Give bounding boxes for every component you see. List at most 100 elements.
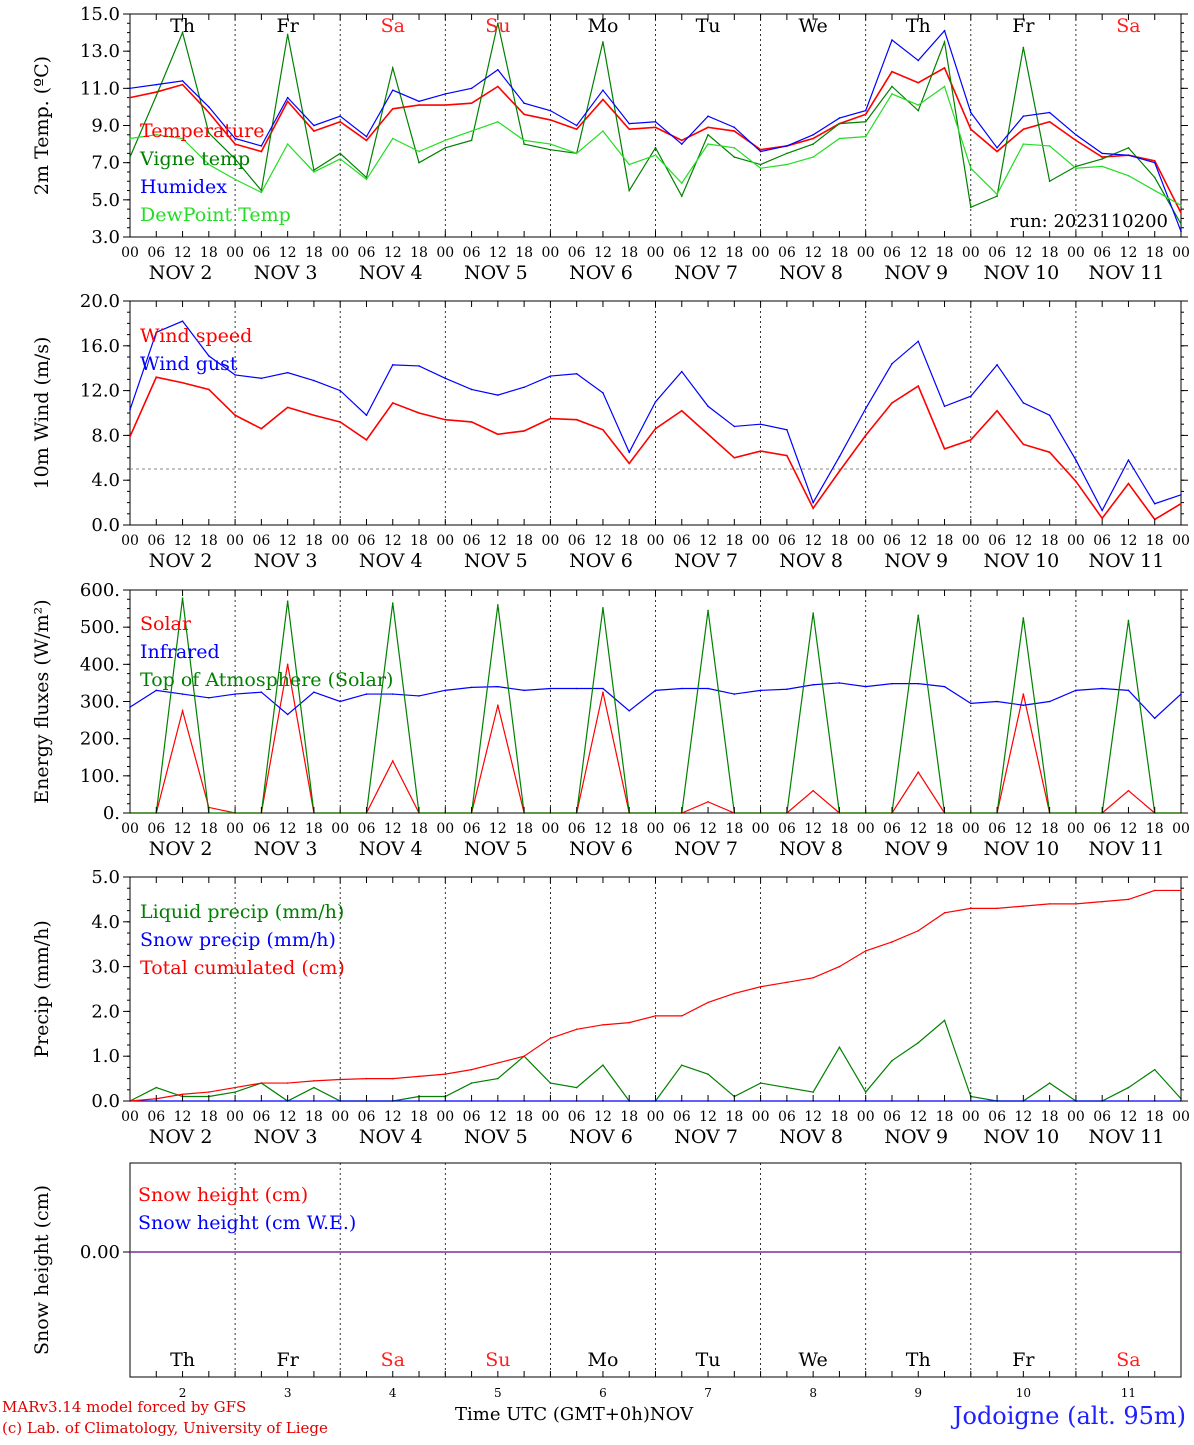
data-point — [1127, 898, 1130, 901]
hour-tick-label: 06 — [778, 821, 796, 837]
data-point — [680, 370, 683, 373]
y-tick-label: 600. — [80, 580, 120, 601]
data-point — [260, 191, 263, 194]
hour-tick-label: 06 — [252, 245, 270, 261]
date-label: NOV 2 — [149, 262, 213, 284]
day-number: 8 — [809, 1386, 817, 1400]
hour-tick-label: 18 — [725, 1109, 743, 1125]
data-point — [1180, 493, 1182, 496]
data-point — [602, 98, 604, 101]
data-point — [707, 143, 709, 145]
data-point — [418, 365, 420, 367]
hour-tick-label: 12 — [1120, 1109, 1138, 1125]
hour-tick-label: 18 — [936, 821, 954, 837]
data-point — [1101, 156, 1103, 158]
day-name: Fr — [277, 1349, 300, 1371]
hour-tick-label: 18 — [200, 533, 218, 549]
date-label: NOV 3 — [254, 550, 318, 572]
hour-tick-label: 06 — [883, 245, 901, 261]
hour-tick-label: 00 — [331, 1109, 349, 1125]
hour-tick-label: 00 — [962, 1109, 980, 1125]
data-point — [365, 1077, 368, 1080]
data-point — [602, 1024, 604, 1026]
data-point — [1048, 111, 1051, 114]
data-point — [943, 67, 946, 69]
data-point — [391, 364, 394, 366]
data-point — [155, 331, 158, 334]
hour-tick-label: 06 — [988, 1109, 1006, 1125]
data-point — [444, 147, 447, 149]
data-point — [365, 178, 368, 181]
data-point — [313, 124, 315, 127]
data-point — [208, 696, 210, 699]
data-point — [339, 152, 342, 155]
day-name: Fr — [1012, 1349, 1035, 1371]
hour-tick-label: 18 — [515, 245, 533, 261]
data-point — [1127, 1086, 1130, 1089]
data-point — [497, 704, 499, 707]
data-point — [129, 706, 131, 708]
hour-tick-label: 12 — [279, 821, 297, 837]
y-tick-label: 8.0 — [91, 425, 120, 446]
data-point — [1127, 482, 1130, 485]
hour-tick-label: 00 — [647, 821, 665, 837]
data-point — [996, 364, 998, 366]
hour-tick-label: 00 — [436, 1109, 454, 1125]
data-point — [970, 702, 972, 705]
data-point — [234, 414, 236, 417]
y-tick-label: 12.0 — [80, 381, 120, 402]
legend-entry: Infrared — [140, 641, 220, 663]
data-point — [970, 907, 972, 910]
hour-tick-label: 12 — [384, 821, 402, 837]
data-point — [155, 91, 158, 93]
hour-tick-label: 00 — [752, 821, 770, 837]
data-point — [1075, 689, 1077, 692]
hour-tick-label: 12 — [384, 245, 402, 261]
hour-tick-label: 18 — [936, 245, 954, 261]
data-point — [1180, 693, 1182, 695]
data-point — [733, 992, 736, 995]
hour-tick-label: 12 — [804, 533, 822, 549]
hour-tick-label: 06 — [988, 245, 1006, 261]
data-point — [129, 87, 131, 90]
hour-tick-label: 12 — [594, 821, 612, 837]
hour-tick-label: 18 — [620, 1109, 638, 1125]
data-point — [391, 602, 394, 604]
data-point — [838, 137, 841, 140]
hour-tick-label: 06 — [568, 1109, 586, 1125]
data-point — [970, 206, 972, 209]
data-point — [260, 1082, 263, 1084]
data-point — [391, 137, 394, 140]
hour-tick-label: 00 — [121, 245, 139, 261]
data-point — [575, 124, 578, 127]
data-point — [1101, 900, 1103, 903]
y-tick-label: 3.0 — [91, 227, 120, 248]
data-point — [418, 100, 420, 103]
hour-tick-label: 06 — [463, 533, 481, 549]
hour-tick-label: 00 — [331, 533, 349, 549]
data-point — [628, 163, 631, 166]
date-label: NOV 2 — [149, 550, 213, 572]
date-label: NOV 2 — [149, 1126, 213, 1148]
hour-tick-label: 00 — [331, 245, 349, 261]
hour-tick-label: 06 — [673, 245, 691, 261]
data-point — [470, 139, 473, 142]
data-point — [943, 405, 946, 408]
data-point — [497, 68, 499, 71]
hour-tick-label: 06 — [147, 245, 165, 261]
data-point — [181, 693, 184, 695]
hour-tick-label: 06 — [252, 821, 270, 837]
data-point — [1127, 689, 1130, 692]
hour-tick-label: 06 — [988, 533, 1006, 549]
hour-tick-label: 06 — [147, 821, 165, 837]
hour-tick-label: 12 — [699, 1109, 717, 1125]
day-name: Sa — [1116, 15, 1140, 37]
day-name: We — [799, 15, 828, 37]
data-point — [523, 143, 525, 145]
date-label: NOV 7 — [674, 1126, 738, 1148]
hour-tick-label: 00 — [541, 533, 559, 549]
hour-tick-label: 18 — [305, 533, 323, 549]
data-point — [759, 985, 762, 988]
data-point — [155, 376, 158, 378]
data-point — [602, 89, 604, 91]
